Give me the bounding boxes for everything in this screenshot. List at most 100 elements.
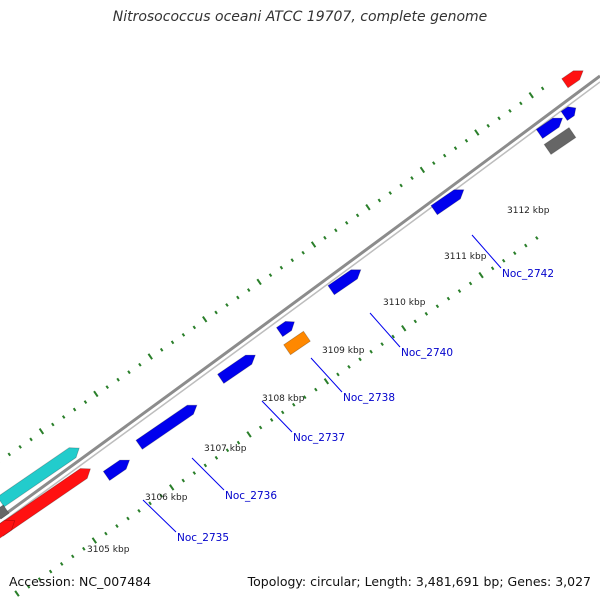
inner-tick <box>457 289 462 293</box>
inner-tick <box>236 440 241 445</box>
outer-tick <box>202 315 208 323</box>
outer-tick <box>410 176 414 180</box>
outer-tick <box>7 452 12 457</box>
outer-tick <box>170 340 175 345</box>
gene-label[interactable]: Noc_2737 <box>293 432 345 444</box>
outer-tick <box>256 278 262 286</box>
inner-tick-ring <box>14 236 539 597</box>
inner-tick <box>137 508 141 513</box>
gene-label[interactable]: Noc_2738 <box>343 392 395 404</box>
outer-tick <box>116 377 120 382</box>
inner-tick <box>369 349 373 354</box>
gene-arrow[interactable] <box>543 127 577 155</box>
gene-label[interactable]: Noc_2735 <box>177 532 229 544</box>
inner-tick <box>169 484 175 491</box>
outer-tick <box>192 325 197 330</box>
inner-tick <box>225 448 230 453</box>
inner-tick <box>82 546 86 551</box>
inner-tick <box>424 311 429 316</box>
gene-arrow[interactable] <box>430 189 465 216</box>
outer-tick <box>83 400 88 404</box>
outer-tick <box>72 407 77 412</box>
outer-tick <box>388 191 392 195</box>
outer-tick <box>334 228 338 233</box>
outer-tick <box>38 427 45 435</box>
gene-features <box>0 70 584 540</box>
kbp-tick-label: 3112 kbp <box>507 206 550 216</box>
accession-text: Accession: NC_007484 <box>9 574 152 589</box>
outer-tick <box>528 91 534 99</box>
inner-tick <box>524 243 528 248</box>
kbp-tick-label: 3108 kbp <box>262 394 305 404</box>
inner-tick <box>347 364 351 369</box>
inner-tick <box>380 342 384 347</box>
gene-arrow[interactable] <box>135 404 198 450</box>
outer-tick <box>105 385 109 390</box>
outer-tick <box>508 108 512 113</box>
outer-tick <box>29 437 33 442</box>
outer-tick-ring <box>0 86 545 463</box>
inner-tick <box>478 271 484 279</box>
gene-arrow[interactable] <box>0 447 80 508</box>
outer-tick <box>432 161 436 166</box>
gene-leader-line <box>191 457 225 491</box>
inner-tick <box>214 455 219 460</box>
gene-label[interactable]: Noc_2736 <box>225 490 277 502</box>
gene-arrow[interactable] <box>0 504 10 520</box>
backbone-line <box>0 74 600 520</box>
gene-leader-line <box>310 357 343 393</box>
kbp-tick-label: 3105 kbp <box>87 545 130 555</box>
map-title: Nitrosococcus oceani ATCC 19707, complet… <box>112 9 488 25</box>
gene-arrow[interactable] <box>275 320 295 338</box>
gene-leader-line <box>369 312 401 348</box>
outer-tick <box>51 422 55 427</box>
gene-arrow[interactable] <box>561 70 584 89</box>
inner-tick <box>413 319 418 324</box>
outer-tick <box>464 138 469 143</box>
inner-tick <box>26 584 31 589</box>
inner-tick <box>115 524 119 528</box>
gene-label[interactable]: Noc_2742 <box>502 268 554 280</box>
kbp-tick-label: 3109 kbp <box>322 346 365 356</box>
outer-tick <box>127 370 131 375</box>
inner-tick <box>535 236 539 240</box>
inner-tick <box>14 590 20 597</box>
gene-leader-line <box>142 499 177 533</box>
inner-tick <box>159 493 163 498</box>
inner-tick <box>269 418 274 422</box>
inner-tick <box>391 334 395 339</box>
outer-tick <box>159 347 164 352</box>
gene-arrow[interactable] <box>0 519 16 540</box>
outer-tick <box>344 220 349 225</box>
inner-tick <box>59 562 64 566</box>
outer-tick <box>474 129 480 136</box>
gene-leader-line <box>261 400 293 433</box>
gene-arrow[interactable] <box>560 106 577 122</box>
inner-tick <box>71 554 75 559</box>
outer-tick <box>214 310 218 315</box>
inner-tick <box>401 324 407 332</box>
outer-tick <box>279 265 284 270</box>
backbone-line-inner <box>0 81 600 525</box>
inner-tick <box>258 425 263 430</box>
kbp-tick-label: 3111 kbp <box>444 252 487 262</box>
inner-tick <box>203 463 208 468</box>
inner-tick <box>435 304 440 309</box>
inner-tick <box>501 258 506 263</box>
gene-label[interactable]: Noc_2740 <box>401 347 453 359</box>
gene-arrow[interactable] <box>283 330 311 356</box>
gene-arrow[interactable] <box>327 269 362 296</box>
gene-arrow[interactable] <box>217 354 256 384</box>
gene-arrow[interactable] <box>102 459 131 482</box>
inner-tick <box>468 281 473 286</box>
inner-tick <box>358 357 362 362</box>
inner-tick <box>246 431 252 438</box>
gene-arrow[interactable] <box>535 117 564 140</box>
outer-tick <box>355 213 360 218</box>
gene-label-leaders <box>142 234 502 533</box>
inner-tick <box>181 478 185 483</box>
outer-tick <box>181 332 186 337</box>
gene-labels: Noc_2735 Noc_2736 Noc_2737 Noc_2738 Noc_2740… <box>177 268 554 544</box>
inner-tick <box>37 577 42 582</box>
inner-tick <box>104 531 108 536</box>
